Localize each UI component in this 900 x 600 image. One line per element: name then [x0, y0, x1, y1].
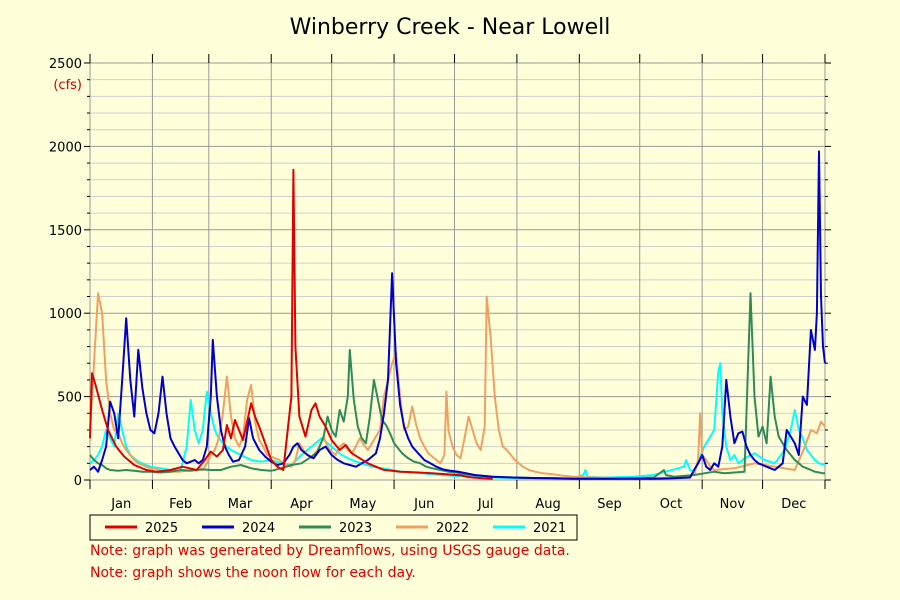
x-tick-label: Mar [228, 497, 253, 512]
axis-ticks: 0 500 1000 1500 2000 2500 Jan Feb Mar Apr May Jun Ju… [49, 54, 831, 512]
x-tick-label: Feb [169, 497, 192, 512]
legend-label-2025: 2025 [145, 521, 178, 536]
x-tick-label: Sep [597, 497, 622, 512]
legend-label-2023: 2023 [339, 521, 372, 536]
x-tick-label: Dec [781, 497, 806, 512]
y-axis-unit: (cfs) [53, 78, 82, 93]
legend: 2025 2024 2023 2022 2021 [89, 514, 578, 541]
series-line-2021 [89, 362, 826, 480]
legend-label-2022: 2022 [436, 521, 469, 536]
y-tick-label: 0 [74, 474, 82, 489]
chart: Winberry Creek - Near Lowell (cfs) 0 500 1… [49, 15, 831, 541]
series-line-2024 [89, 150, 826, 480]
y-tick-label: 1500 [49, 224, 82, 239]
x-tick-label: Jun [413, 497, 434, 512]
series-line-2025 [89, 168, 493, 480]
y-tick-label: 2000 [49, 140, 82, 155]
note-source: Note: graph was generated by Dreamflows,… [90, 543, 570, 559]
y-tick-label: 2500 [49, 57, 82, 72]
x-tick-label: Apr [290, 497, 313, 512]
x-tick-label: Aug [535, 497, 560, 512]
note-noon-flow: Note: graph shows the noon flow for each… [90, 565, 416, 581]
legend-label-2021: 2021 [533, 521, 566, 536]
y-tick-label: 500 [57, 391, 82, 406]
x-tick-label: May [349, 497, 376, 512]
series-line-2023 [89, 292, 825, 480]
x-tick-label: Jan [110, 497, 131, 512]
x-tick-label: Jul [477, 497, 494, 512]
chart-title: Winberry Creek - Near Lowell [290, 15, 611, 40]
legend-label-2024: 2024 [242, 521, 275, 536]
y-tick-label: 1000 [49, 307, 82, 322]
x-tick-label: Nov [720, 497, 746, 512]
x-tick-label: Oct [660, 497, 682, 512]
series-lines [89, 150, 826, 480]
